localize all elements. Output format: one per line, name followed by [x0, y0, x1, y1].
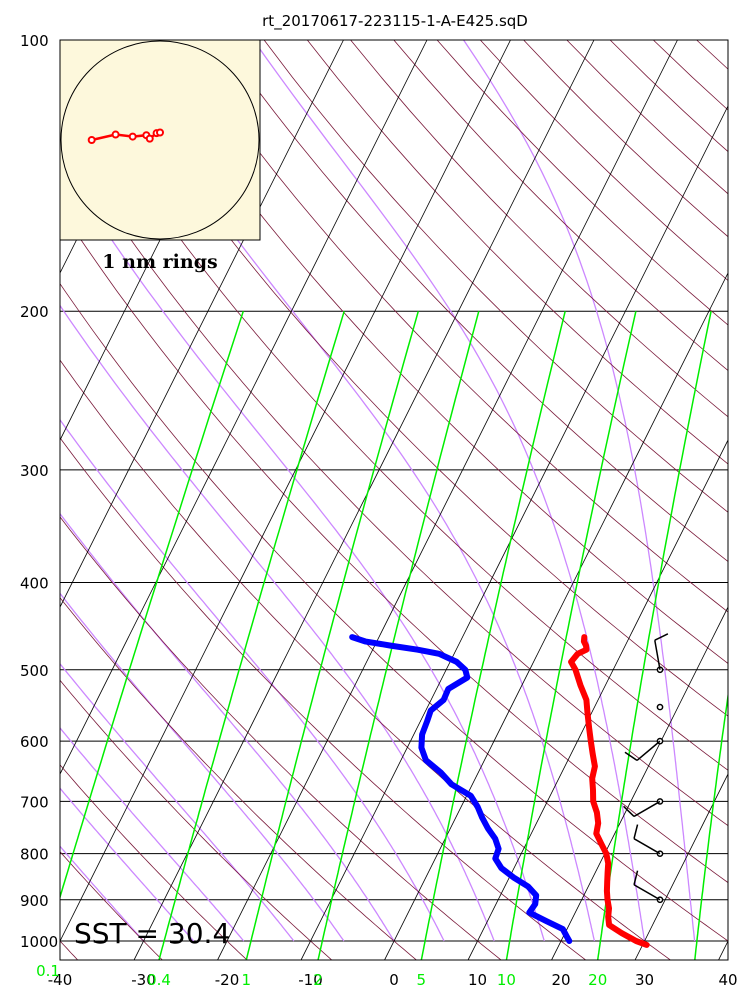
- wind-barb: [623, 798, 664, 818]
- isotherm-line: [300, 105, 728, 960]
- moist-adiabat-line: [60, 418, 445, 942]
- dry-adiabat-line: [306, 40, 728, 465]
- isotherm-line: [60, 40, 344, 608]
- mixing-ratio-line: [158, 310, 345, 960]
- temperature-tick-label: -10: [298, 971, 323, 989]
- dry-adiabat-line: [60, 437, 587, 960]
- temperature-tick-label: -30: [131, 971, 156, 989]
- mixing-ratio-tick-label: 5: [417, 971, 427, 989]
- pressure-tick-label: 1000: [20, 933, 58, 951]
- moist-adiabat-line: [60, 845, 144, 942]
- temperature-tick-label: -40: [48, 971, 73, 989]
- pressure-tick-label: 100: [20, 32, 49, 50]
- moist-adiabat-line: [60, 726, 245, 942]
- moist-adiabat-line: [60, 512, 395, 942]
- hodograph-point: [87, 136, 96, 144]
- moist-adiabat-line: [60, 159, 545, 942]
- isotherm-line: [551, 606, 728, 960]
- moist-adiabat-line: [60, 787, 195, 942]
- chart-title: rt_20170617-223115-1-A-E425.sqD: [262, 12, 528, 31]
- pressure-tick-label: 400: [20, 574, 49, 592]
- moist-adiabat-line: [252, 40, 646, 942]
- hodograph-point: [111, 130, 120, 139]
- temperature-axis-labels: -40 -30 -20 -10 0 10 20 30 40: [48, 971, 738, 989]
- mixing-ratio-line: [694, 690, 728, 960]
- temperature-tick-label: -20: [215, 971, 240, 989]
- dry-adiabat-line: [60, 133, 728, 827]
- sounding-profiles: [349, 634, 650, 948]
- isotherm-line: [217, 40, 678, 960]
- sst-label: SST = 30.4: [74, 917, 230, 950]
- wind-barb: [654, 633, 669, 674]
- mixing-ratio-line: [60, 310, 245, 900]
- moist-adiabat-line: [60, 662, 295, 942]
- dewpoint-profile-line: [349, 634, 573, 944]
- wind-barb: [633, 824, 664, 858]
- isotherm-line: [467, 439, 728, 960]
- mixing-ratio-tick-label: 0.1: [36, 962, 60, 980]
- dry-adiabat-line: [60, 359, 671, 960]
- hodograph-ring: [60, 40, 260, 240]
- temperature-tick-label: 20: [551, 971, 570, 989]
- hodograph-rings-label: 1 nm rings: [102, 251, 217, 273]
- mixing-ratio-tick-label: 10: [497, 971, 516, 989]
- wind-barb: [633, 870, 664, 904]
- plot-frame: [59, 39, 729, 961]
- pressure-tick-label: 600: [20, 733, 49, 751]
- isotherm-line: [133, 40, 595, 960]
- hodograph-point: [128, 132, 137, 141]
- mixing-ratio-line: [245, 310, 420, 960]
- dry-adiabat-line: [60, 516, 502, 960]
- moist-adiabat-line: [100, 40, 596, 942]
- wind-barb: [624, 737, 664, 762]
- mixing-ratio-line: [317, 311, 480, 960]
- mixing-ratio-line: [420, 311, 566, 960]
- moist-adiabat-lines: [60, 40, 696, 942]
- hodograph-inset: [59, 39, 261, 241]
- temperature-tick-label: 10: [468, 971, 487, 989]
- pressure-tick-label: 200: [20, 303, 49, 321]
- moist-adiabat-line: [463, 40, 696, 942]
- dry-adiabat-line: [60, 59, 728, 771]
- wind-barb: [656, 703, 664, 711]
- pressure-axis-labels: 100 200 300 400 500 600 700 800 900 1000: [20, 32, 58, 951]
- mixing-ratio-tick-label: 1: [242, 971, 252, 989]
- pressure-tick-label: 800: [20, 846, 49, 864]
- dry-adiabat-line: [60, 851, 163, 960]
- isotherm-line: [384, 272, 728, 960]
- isotherm-line: [60, 40, 511, 942]
- dry-adiabat-line: [60, 282, 728, 942]
- dry-adiabat-line: [133, 40, 728, 664]
- dry-adiabat-line: [220, 40, 728, 563]
- mixing-ratio-lines: [60, 310, 728, 960]
- pressure-tick-label: 900: [20, 892, 49, 910]
- moist-adiabat-line: [60, 304, 495, 942]
- pressure-tick-label: 700: [20, 793, 49, 811]
- wind-barbs: [623, 633, 669, 904]
- temperature-tick-label: 30: [635, 971, 654, 989]
- hodograph-point: [156, 128, 164, 137]
- dry-adiabat-line: [90, 40, 728, 717]
- dry-adiabat-line: [177, 40, 728, 613]
- isotherm-line: [634, 773, 728, 960]
- dry-adiabat-line: [263, 40, 728, 513]
- pressure-tick-label: 500: [20, 662, 49, 680]
- mixing-ratio-tick-label: 20: [588, 971, 607, 989]
- temperature-profile-line: [568, 634, 650, 948]
- dry-adiabat-line: [350, 40, 728, 418]
- temperature-tick-label: 0: [389, 971, 399, 989]
- dry-adiabat-line: [60, 764, 248, 960]
- temperature-tick-label: 40: [718, 971, 737, 989]
- hodograph-point: [145, 134, 154, 143]
- mixing-ratio-tick-label: 2: [313, 971, 323, 989]
- isotherm-line: [60, 40, 428, 775]
- mixing-ratio-line: [505, 311, 637, 960]
- mixing-ratio-tick-label: 0.4: [147, 971, 171, 989]
- pressure-tick-label: 300: [20, 462, 49, 480]
- mixing-ratio-labels: 0.1 0.4 1 2 5 10 20: [36, 962, 607, 989]
